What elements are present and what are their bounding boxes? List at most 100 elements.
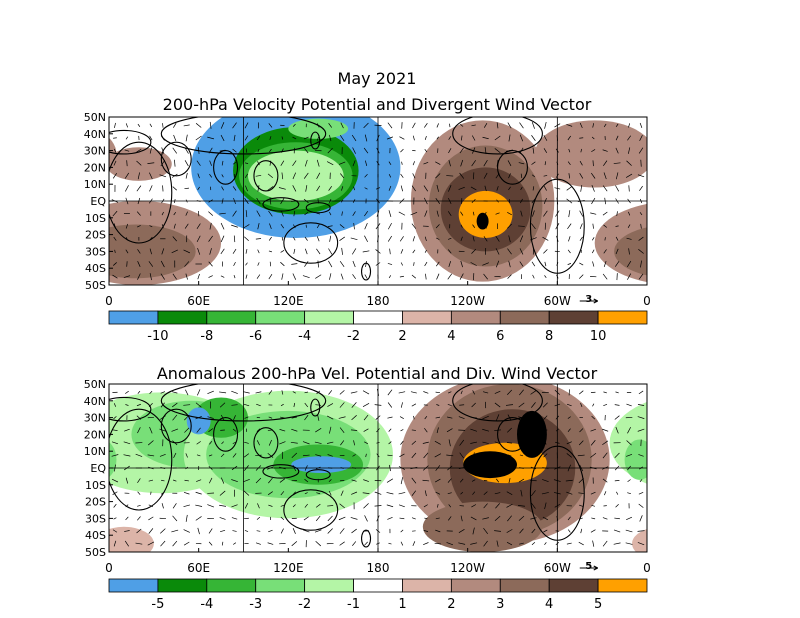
wind-vector [613,529,621,533]
wind-vector [544,542,547,546]
wind-vector [173,452,177,458]
wind-vector [233,235,236,243]
wind-vector [291,452,298,459]
wind-vector [125,185,129,192]
wind-vector [541,492,549,495]
wind-vector [303,529,310,533]
wind-vector [542,402,548,408]
wind-vector [113,503,117,508]
wind-vector [578,390,584,395]
wind-vector [483,273,488,280]
wind-vector [615,123,619,127]
wind-vector [124,149,130,152]
wind-vector [591,185,595,192]
wind-vector [542,516,549,521]
wind-vector [269,160,272,166]
wind-vector [351,248,357,255]
wind-vector [292,160,297,167]
wind-vector [256,428,261,432]
wind-vector [566,186,573,191]
wind-vector [293,402,296,408]
chart2-shade-region [0,443,9,483]
wind-vector [459,478,464,483]
wind-vector [303,172,309,179]
wind-vector [580,528,583,534]
wind-vector [508,235,511,243]
wind-vector [328,123,333,128]
chart1-y-tick-label: 40N [84,128,106,141]
wind-vector [209,248,212,255]
wind-vector [494,530,502,532]
wind-vector [460,224,463,228]
wind-vector [388,173,392,178]
wind-vector [434,478,441,483]
wind-vector [447,404,452,406]
chart1-coastline [283,222,339,264]
wind-vector [627,224,631,229]
wind-vector [149,390,153,394]
wind-vector [280,250,285,253]
wind-vector [400,173,404,178]
wind-vector [329,426,332,434]
wind-vector [413,262,415,266]
wind-vector [208,428,214,433]
chart1-colorbar: -10 -8 -6 -4 -2 2 4 6 8 10 [108,310,648,344]
wind-vector [519,261,524,267]
wind-vector [280,148,284,153]
wind-vector [292,136,297,140]
wind-vector [232,148,237,153]
wind-vector [267,491,273,496]
wind-vector [328,490,332,496]
colorbar-swatch [499,310,550,325]
wind-vector [578,440,584,446]
wind-vector [160,260,165,268]
wind-vector [424,148,428,153]
wind-vector [400,262,404,266]
wind-vector [268,210,273,217]
colorbar-label: 2 [398,329,406,344]
wind-vector [256,440,260,446]
chart2-shade-region [0,502,4,552]
chart2-shade-region [0,376,72,544]
wind-vector [435,416,441,419]
wind-vector [363,530,370,532]
wind-vector [185,211,188,216]
wind-vector [219,149,226,152]
wind-vector [628,185,630,192]
wind-vector [365,160,368,166]
wind-vector [268,529,273,533]
wind-vector [507,212,512,216]
chart2-shade-region [109,526,154,552]
wind-vector [268,439,272,446]
wind-vector [184,160,189,167]
wind-vector [411,477,417,484]
wind-vector [243,479,250,483]
wind-vector [256,274,261,279]
wind-vector [494,515,501,521]
wind-vector [231,404,238,406]
wind-vector [544,121,547,129]
wind-vector [423,530,429,532]
wind-vector [603,261,607,267]
colorbar-label: 8 [545,329,553,344]
wind-vector [436,273,440,280]
wind-vector [292,185,297,192]
wind-vector [171,173,178,178]
wind-vector [412,541,416,547]
chart1-coastline [566,87,602,114]
wind-vector [231,504,238,508]
wind-vector [232,122,237,129]
wind-vector [496,186,499,191]
wind-vector [459,172,465,179]
wind-vector [400,402,403,408]
wind-vector [316,248,321,255]
wind-vector [483,236,488,242]
colorbar-swatch [450,578,501,593]
wind-vector [566,453,573,458]
wind-vector [172,273,177,280]
wind-vector [448,516,452,521]
wind-vector [424,210,428,217]
wind-vector [196,235,201,243]
wind-vector [363,147,369,154]
wind-vector [255,391,262,394]
